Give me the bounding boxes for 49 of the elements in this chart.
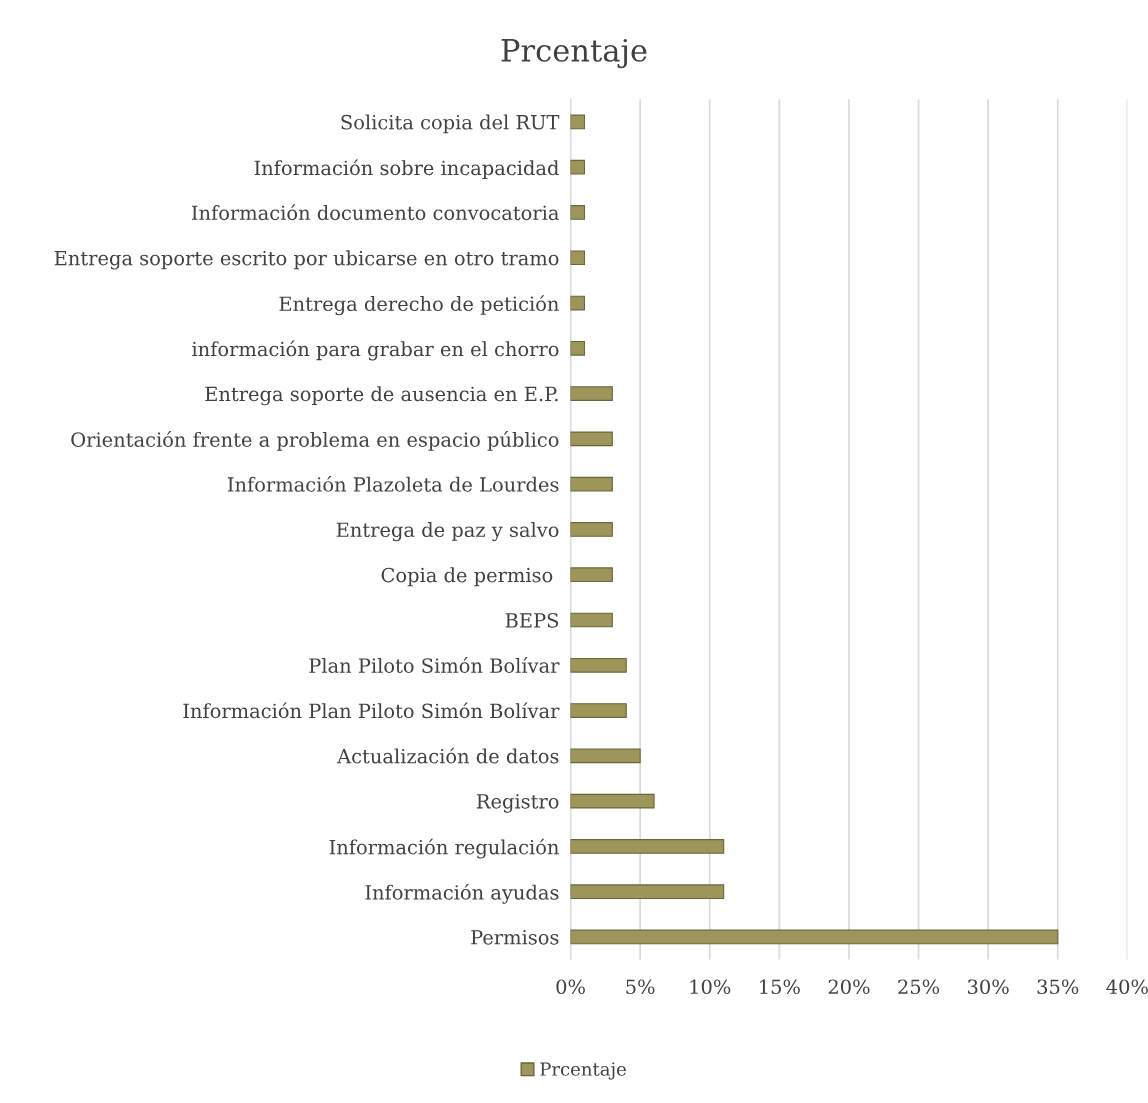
bar [570, 522, 613, 537]
x-tick-label: 5% [626, 979, 655, 995]
bar [570, 386, 613, 401]
y-tick-label: Registro [476, 794, 559, 813]
y-tick-label: Entrega soporte escrito por ubicarse en otro tramo [54, 250, 559, 270]
bar [570, 748, 641, 764]
bar [570, 250, 586, 266]
y-tick-label: Solicita copia del RUT [341, 114, 560, 134]
x-tick-label: 40% [1106, 979, 1148, 995]
y-tick-label: Entrega derecho de petición [279, 295, 559, 316]
bar [570, 839, 725, 854]
y-tick-label: Entrega de paz y salvo [336, 522, 559, 542]
y-tick-label: Permisos [471, 930, 559, 945]
bar [570, 295, 586, 311]
y-tick-label: información para grabar en el chorro [192, 340, 559, 361]
bar [570, 340, 586, 356]
x-tick-label: 20% [828, 979, 870, 995]
bar [570, 884, 725, 900]
bar [570, 612, 613, 628]
x-tick-label: 25% [898, 979, 940, 995]
bar [570, 205, 586, 220]
y-tick-label: Información regulación [329, 838, 559, 859]
y-tick-label: Orientación frente a problema en espacio público [71, 431, 559, 451]
y-tick-label: Información Plan Piloto Simón Bolívar [183, 702, 560, 719]
bar [570, 431, 613, 447]
y-tick-label: Actualización de datos [337, 747, 559, 764]
x-tick-label: 0% [556, 979, 585, 995]
x-tick-label: 15% [760, 979, 800, 995]
bar [570, 703, 627, 718]
bar [570, 476, 613, 492]
y-tick-label: Información documento convocatoria [191, 204, 559, 221]
y-tick-label: Información Plazoleta de Lourdes [227, 475, 559, 492]
y-tick-label: Plan Piloto Simón Bolívar [309, 657, 560, 673]
y-tick-label: Entrega soporte de ausencia en E.P. [205, 386, 558, 406]
y-tick-label: BEPS [505, 612, 559, 628]
bar [570, 929, 1059, 945]
chart-title: Prcentaje [501, 38, 647, 69]
bar [570, 657, 627, 673]
x-tick-label: 30% [968, 979, 1009, 995]
x-tick-label: 35% [1037, 979, 1079, 995]
legend-label: Prcentaje [540, 1062, 626, 1080]
y-tick-label: Copia de permiso [381, 567, 553, 587]
bar [570, 567, 613, 583]
bar [570, 159, 586, 175]
bar [570, 114, 586, 130]
x-tick-label: 10% [690, 979, 731, 995]
bar [570, 793, 655, 809]
y-tick-label: Información sobre incapacidad [254, 159, 559, 180]
y-tick-label: Información ayudas [365, 883, 559, 904]
